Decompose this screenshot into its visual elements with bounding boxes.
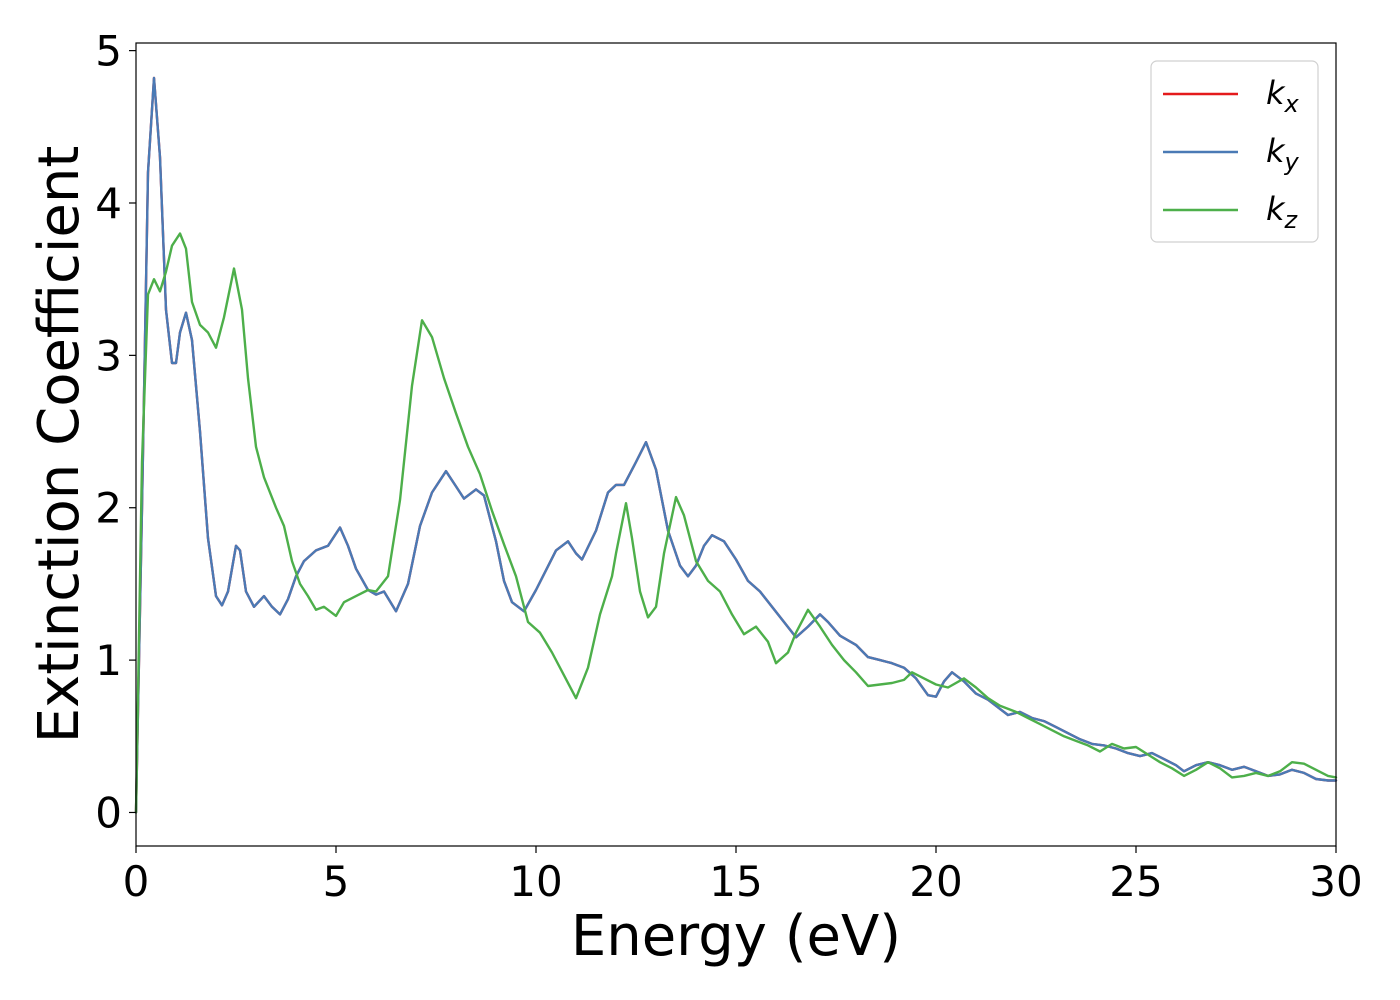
- series-line-kz: [134, 232, 1338, 814]
- legend-label-kx: kx: [1266, 74, 1300, 118]
- legend-label-base: k: [1266, 74, 1286, 112]
- x-tick-label: 25: [1109, 857, 1162, 906]
- legend-label-ky: ky: [1266, 132, 1300, 176]
- legend-label-subscript: y: [1284, 148, 1300, 176]
- legend-label-kz: kz: [1266, 190, 1299, 234]
- y-tick-label: 5: [95, 27, 122, 76]
- legend-label-subscript: z: [1284, 206, 1299, 234]
- x-tick-label: 0: [123, 857, 150, 906]
- series-layer: [134, 76, 1338, 814]
- x-tick-label: 30: [1309, 857, 1362, 906]
- y-tick-label: 4: [95, 179, 122, 228]
- legend-label-subscript: x: [1284, 90, 1300, 118]
- x-tick-label: 10: [509, 857, 562, 906]
- y-tick-label: 1: [95, 636, 122, 685]
- x-tick-label: 5: [323, 857, 350, 906]
- x-tick-label: 20: [909, 857, 962, 906]
- y-axis-title: Extinction Coefficient: [27, 146, 92, 744]
- ticks-layer: 0 5 10 15 20 25 30 0 1 2 3 4 5: [95, 27, 1362, 906]
- x-tick-label: 15: [709, 857, 762, 906]
- y-tick-label: 2: [95, 484, 122, 533]
- y-tick-label: 0: [95, 788, 122, 837]
- legend-label-base: k: [1266, 190, 1286, 228]
- legend-label-base: k: [1266, 132, 1286, 170]
- y-tick-label: 3: [95, 331, 122, 380]
- x-axis-title: Energy (eV): [571, 904, 901, 969]
